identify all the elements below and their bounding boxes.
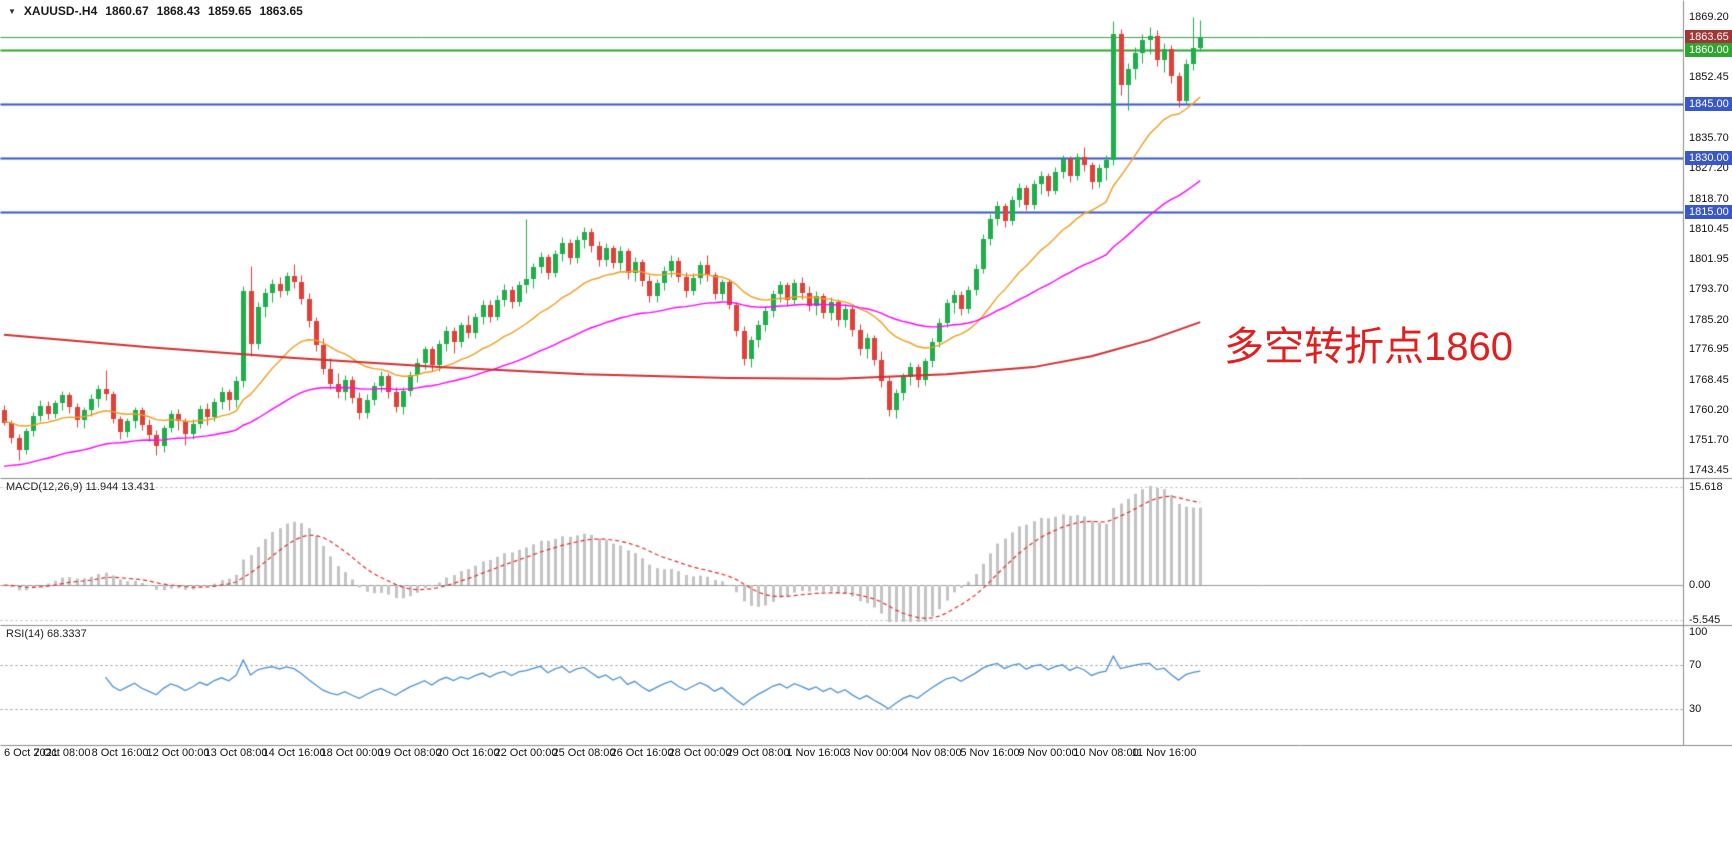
time-axis-label: 1 Nov 16:00: [786, 747, 846, 759]
time-axis-label: 11 Nov 16:00: [1131, 747, 1197, 759]
price-badge: 1845.00: [1685, 97, 1732, 112]
price-axis-label: 1776.95: [1689, 343, 1729, 356]
rsi-indicator-label: RSI(14) 68.3337: [6, 628, 87, 640]
price-badge: 1863.65: [1685, 29, 1732, 44]
time-axis-label: 3 Nov 00:00: [844, 747, 904, 759]
price-axis-label: 1810.45: [1689, 222, 1729, 235]
time-axis-label: 7 Oct 08:00: [33, 747, 91, 759]
price-axis-label: 1768.45: [1689, 373, 1729, 386]
time-axis-label: 4 Nov 08:00: [902, 747, 962, 759]
time-axis-label: 25 Oct 08:00: [552, 747, 616, 759]
chart-dropdown-icon[interactable]: ▼: [8, 6, 16, 16]
price-axis-label: 1760.20: [1689, 403, 1729, 416]
rsi-axis-label: 100: [1689, 626, 1708, 638]
price-badge: 1830.00: [1685, 151, 1732, 166]
time-axis-label: 8 Oct 16:00: [91, 747, 149, 759]
time-axis-label: 28 Oct 00:00: [668, 747, 732, 759]
time-axis-label: 14 Oct 16:00: [262, 747, 326, 759]
symbol-label: XAUUSD-.H4: [23, 4, 98, 18]
price-axis-label: 1793.70: [1689, 282, 1729, 295]
macd-indicator-label: MACD(12,26,9) 11.944 13.431: [6, 481, 155, 493]
ohlc-close: 1863.65: [259, 4, 303, 18]
chart-header: ▼ XAUUSD-.H4 1860.67 1868.43 1859.65 186…: [8, 4, 303, 18]
ohlc-open: 1860.67: [105, 4, 149, 18]
time-axis-label: 29 Oct 08:00: [726, 747, 790, 759]
time-axis-label: 13 Oct 08:00: [204, 747, 268, 759]
price-axis-label: 1801.95: [1689, 253, 1729, 266]
time-axis-label: 9 Nov 00:00: [1018, 747, 1078, 759]
rsi-axis-label: 70: [1689, 659, 1702, 671]
ohlc-low: 1859.65: [208, 4, 252, 18]
price-axis-label: 1785.20: [1689, 313, 1729, 326]
time-axis-label: 6 Oct 2021: [4, 747, 58, 759]
macd-axis-label: 15.618: [1689, 481, 1723, 494]
time-axis-label: 20 Oct 16:00: [436, 747, 500, 759]
price-badge: 1815.00: [1685, 205, 1732, 220]
price-axis-label: 1818.70: [1689, 192, 1729, 205]
price-axis-label: 1835.70: [1689, 131, 1729, 144]
price-axis-label: 1852.45: [1689, 71, 1729, 84]
price-axis-label: 1869.20: [1689, 11, 1729, 23]
price-badge: 1860.00: [1685, 43, 1732, 58]
time-axis-label: 18 Oct 00:00: [320, 747, 384, 759]
time-axis-label: 5 Nov 16:00: [960, 747, 1020, 759]
price-axis-label: 1751.70: [1689, 434, 1729, 447]
price-axis-label: 1827.20: [1689, 162, 1729, 175]
macd-axis-label: -5.545: [1689, 613, 1721, 626]
time-axis-label: 10 Nov 08:00: [1073, 747, 1139, 759]
macd-axis-label: 0.00: [1689, 579, 1711, 591]
price-axis-label: 1743.45: [1689, 463, 1729, 476]
time-axis-label: 22 Oct 00:00: [494, 747, 558, 759]
ohlc-high: 1868.43: [156, 4, 201, 18]
rsi-axis-label: 30: [1689, 703, 1702, 715]
time-axis-label: 12 Oct 00:00: [146, 747, 210, 759]
time-axis-label: 26 Oct 16:00: [610, 747, 674, 759]
annotation-text: 多空转折点1860: [1224, 325, 1513, 369]
time-axis-label: 19 Oct 08:00: [378, 747, 442, 759]
